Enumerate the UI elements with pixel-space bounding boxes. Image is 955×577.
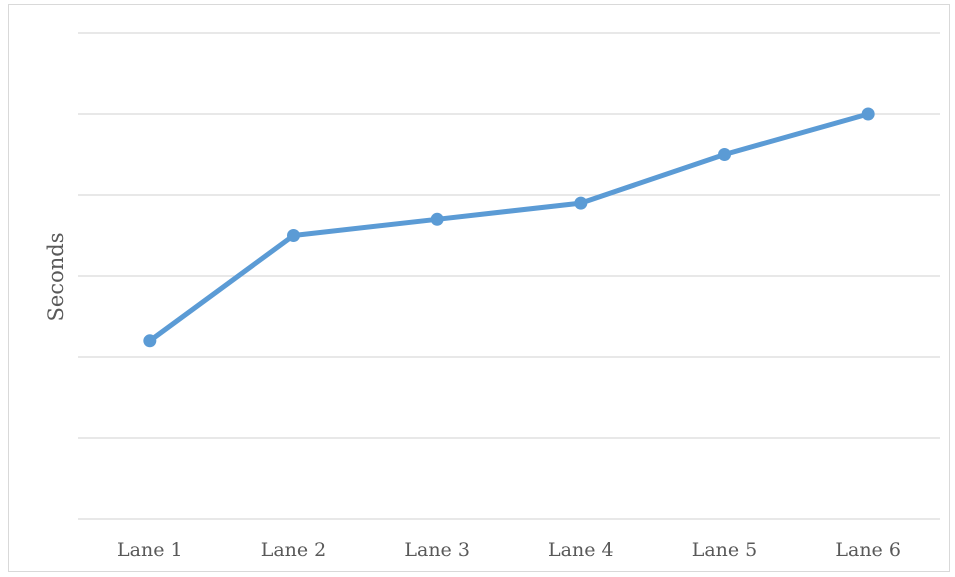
data-point-4 (574, 196, 588, 210)
x-tick-label-2: Lane 2 (261, 539, 327, 561)
x-axis-labels: Lane 1 Lane 2 Lane 3 Lane 4 Lane 5 Lane 6 (117, 539, 901, 561)
data-point-6 (861, 107, 875, 121)
chart-frame: Lane 1 Lane 2 Lane 3 Lane 4 Lane 5 Lane 6 Sec… (8, 4, 950, 572)
data-point-5 (718, 148, 731, 161)
gridlines (78, 32, 940, 520)
x-tick-label-6: Lane 6 (835, 539, 901, 561)
series-layer (147, 111, 871, 344)
x-tick-label-3: Lane 3 (404, 539, 470, 561)
data-point-2 (287, 229, 300, 242)
x-tick-label-4: Lane 4 (548, 539, 614, 561)
marker-layer (143, 107, 875, 348)
y-axis-title: Seconds (44, 233, 68, 322)
x-tick-label-5: Lane 5 (692, 539, 758, 561)
series-line-1 (147, 111, 871, 344)
x-tick-label-1: Lane 1 (117, 539, 183, 561)
data-point-1 (143, 334, 157, 348)
data-point-3 (430, 212, 444, 226)
line-chart: Lane 1 Lane 2 Lane 3 Lane 4 Lane 5 Lane 6 Sec… (44, 32, 940, 561)
